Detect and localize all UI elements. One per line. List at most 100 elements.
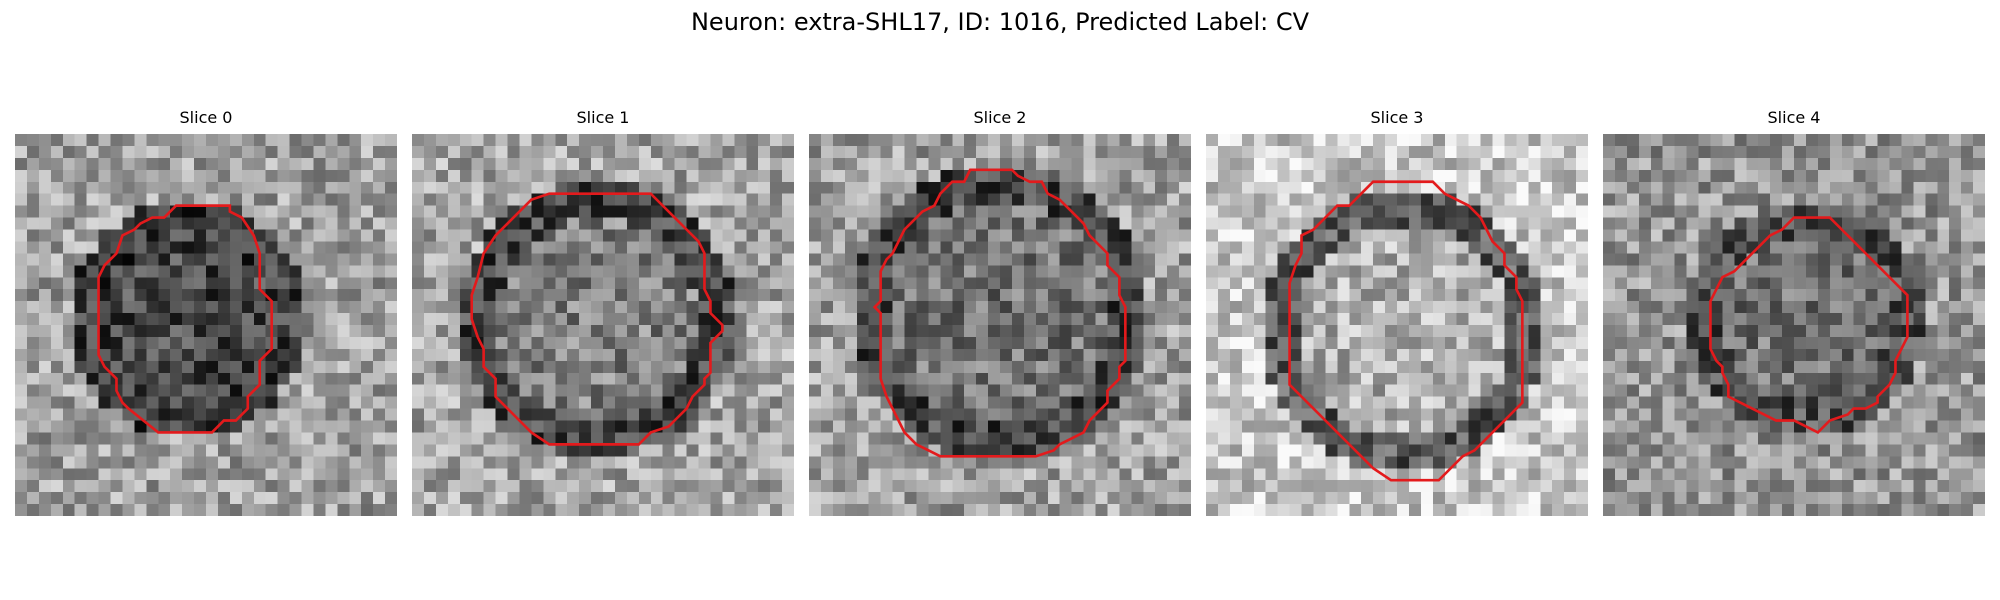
pixel bbox=[62, 241, 75, 254]
pixel bbox=[349, 348, 362, 362]
pixel bbox=[1337, 181, 1350, 194]
pixel bbox=[435, 205, 449, 218]
pixel bbox=[110, 444, 123, 457]
pixel bbox=[1492, 432, 1505, 445]
pixel bbox=[1782, 229, 1795, 242]
pixel bbox=[1095, 313, 1108, 326]
pixel bbox=[1143, 169, 1156, 182]
pixel bbox=[1889, 205, 1902, 218]
pixel bbox=[1758, 277, 1771, 290]
pixel bbox=[1614, 444, 1628, 457]
pixel bbox=[1949, 444, 1962, 457]
pixel bbox=[614, 265, 628, 278]
pixel bbox=[1229, 265, 1243, 278]
pixel bbox=[734, 277, 747, 290]
pixel bbox=[531, 145, 544, 159]
pixel bbox=[1504, 432, 1517, 445]
pixel bbox=[86, 325, 99, 338]
pixel bbox=[182, 205, 195, 218]
pixel bbox=[686, 372, 699, 385]
pixel bbox=[313, 432, 326, 445]
pixel bbox=[1710, 396, 1723, 409]
pixel bbox=[1011, 289, 1025, 302]
pixel bbox=[1071, 372, 1084, 385]
pixel bbox=[1071, 313, 1084, 326]
pixel bbox=[880, 468, 893, 481]
pixel bbox=[134, 372, 147, 385]
pixel bbox=[1071, 420, 1084, 433]
pixel bbox=[1817, 193, 1831, 206]
pixel bbox=[361, 145, 374, 159]
pixel bbox=[1480, 336, 1493, 350]
pixel bbox=[38, 169, 52, 182]
pixel bbox=[1301, 301, 1314, 314]
pixel bbox=[1770, 336, 1783, 350]
pixel bbox=[758, 301, 771, 314]
pixel bbox=[746, 492, 759, 505]
pixel bbox=[337, 325, 350, 338]
pixel bbox=[471, 157, 484, 171]
pixel bbox=[86, 504, 99, 516]
pixel bbox=[698, 432, 711, 445]
pixel bbox=[1504, 181, 1517, 194]
pixel bbox=[385, 193, 397, 206]
pixel bbox=[158, 193, 171, 206]
pixel bbox=[447, 480, 460, 493]
pixel bbox=[146, 265, 159, 278]
pixel bbox=[277, 301, 290, 314]
pixel bbox=[1167, 456, 1180, 469]
pixel bbox=[1071, 289, 1084, 302]
pixel bbox=[1468, 289, 1481, 302]
pixel bbox=[134, 157, 147, 171]
pixel bbox=[746, 181, 759, 194]
pixel bbox=[158, 229, 171, 242]
pixel bbox=[1349, 145, 1362, 159]
pixel bbox=[1949, 408, 1962, 421]
pixel bbox=[1253, 384, 1266, 397]
pixel bbox=[1480, 181, 1493, 194]
pixel bbox=[1456, 492, 1469, 505]
pixel bbox=[1155, 468, 1168, 481]
pixel bbox=[734, 372, 747, 385]
pixel bbox=[1155, 372, 1168, 385]
pixel bbox=[325, 205, 338, 218]
pixel bbox=[1095, 504, 1108, 516]
pixel bbox=[746, 134, 759, 147]
pixel bbox=[746, 241, 759, 254]
pixel bbox=[698, 420, 711, 433]
pixel bbox=[1397, 181, 1410, 194]
pixel bbox=[1576, 301, 1588, 314]
pixel bbox=[38, 313, 52, 326]
pixel bbox=[1865, 336, 1878, 350]
pixel bbox=[1650, 360, 1663, 373]
pixel bbox=[1131, 289, 1144, 302]
pixel bbox=[447, 157, 460, 171]
pixel bbox=[1059, 313, 1072, 326]
pixel bbox=[1504, 253, 1517, 266]
pixel bbox=[74, 301, 87, 314]
pixel bbox=[483, 217, 496, 230]
pixel bbox=[809, 313, 822, 326]
pixel bbox=[952, 289, 965, 302]
pixel bbox=[1614, 313, 1628, 326]
pixel bbox=[1674, 301, 1687, 314]
pixel bbox=[531, 456, 544, 469]
pixel bbox=[1337, 205, 1350, 218]
pixel bbox=[1000, 336, 1013, 350]
pixel bbox=[1865, 265, 1878, 278]
pixel bbox=[940, 348, 953, 362]
pixel bbox=[1853, 408, 1866, 421]
pixel bbox=[531, 420, 544, 433]
pixel bbox=[1746, 205, 1759, 218]
pixel bbox=[86, 301, 99, 314]
pixel bbox=[170, 241, 183, 254]
pixel bbox=[1540, 396, 1553, 409]
pixel bbox=[1011, 277, 1025, 290]
pixel bbox=[1949, 134, 1962, 147]
pixel bbox=[170, 325, 183, 338]
pixel bbox=[1650, 217, 1663, 230]
pixel bbox=[1241, 253, 1254, 266]
pixel bbox=[158, 241, 171, 254]
pixel bbox=[1083, 325, 1096, 338]
pixel bbox=[1949, 372, 1962, 385]
